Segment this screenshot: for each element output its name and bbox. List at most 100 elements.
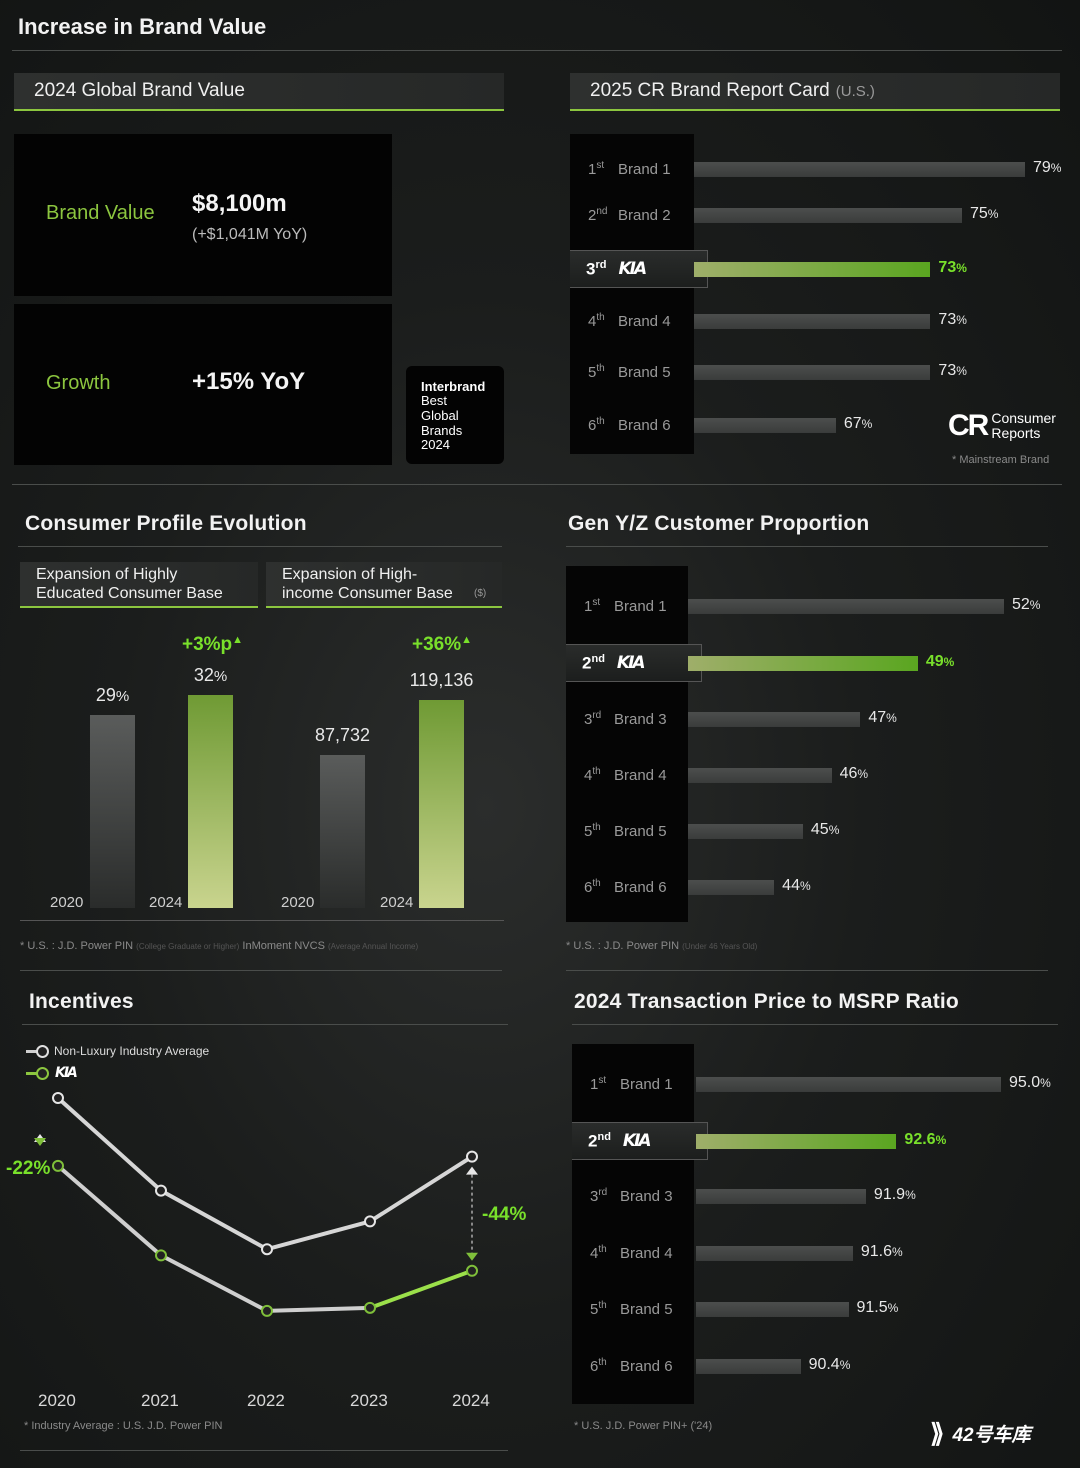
incentives-bottom-rule [20,1450,508,1451]
kia-rank-tab: 2nd KIA [566,644,702,682]
brand-name: Brand 2 [618,206,671,224]
bar-value-label: 91.6% [860,1243,903,1260]
brand-value-amount: $8,100m [192,190,287,217]
brand-row-label: 6th Brand 6 [590,1357,673,1375]
bar-value-label: 119,136 [409,670,474,690]
tab-label: 2025 CR Brand Report Card [590,80,830,101]
brand-value-label: Brand Value [46,202,155,224]
bar-value-label: 91.9% [873,1186,916,1203]
profile-footnote-a: * U.S. : J.D. Power PIN [20,940,134,952]
rank-label: 3rd [586,258,607,279]
change-label: +3%p▲ [182,634,244,655]
brand-bar [688,880,775,895]
industry-point [155,1184,167,1197]
transaction-footnote: * U.S. J.D. Power PIN+ ('24) [574,1420,713,1432]
tab-sublabel: (U.S.) [835,82,875,100]
bar-value-label: 29% [95,684,130,705]
kia-logo: KIA [618,259,647,279]
brand-name: Brand 5 [620,1300,673,1318]
kia-logo: KIA [622,1131,652,1151]
brand-row-label: 5th Brand 5 [590,1300,673,1318]
kia-point [155,1249,167,1262]
tab-unit: ($) [474,587,487,599]
x-axis-label: 2023 [350,1391,388,1410]
bar-value-label: 95.0% [1009,1074,1051,1091]
year-label: 2020 [50,894,84,911]
rank-label: 1st [584,597,601,615]
year-label: 2020 [281,894,315,911]
interbrand-line-3: Global [421,408,459,423]
industry-line-segment [266,1219,371,1252]
profile-footnote: * U.S. : J.D. Power PIN (College Graduat… [20,940,418,952]
bar-value-label: 91.5% [856,1299,899,1316]
legend-kia: KIA [26,1065,78,1081]
transaction-rank-column [572,1044,694,1404]
tab-label: Expansion of High-income Consumer Base [282,566,453,602]
brand-bar [696,1189,866,1204]
rank-label: 3rd [590,1187,608,1205]
brand-bar [696,1246,853,1261]
interbrand-line-4: Brands [421,423,463,438]
cr-rank-column [570,134,694,454]
rank-label: 4th [584,766,601,784]
tab-income: Expansion of High-income Consumer Base (… [266,562,502,608]
transaction-underline [572,1024,1058,1025]
brand-name: Brand 1 [618,160,671,178]
consumer-profile-underline [18,546,502,547]
rank-label: 1st [588,160,605,178]
bar-value-label: 32% [193,665,228,685]
brand-bar [696,1077,1001,1092]
watermark-text: 42号车库 [952,1425,1031,1446]
brand-bar [694,208,962,223]
brand-name: Brand 1 [620,1075,673,1093]
brand-value-change: (+$1,041M YoY) [192,226,308,243]
brand-row-label: 5th Brand 5 [584,822,667,840]
bar-value-label: 47% [868,709,897,726]
bar-value-label: 73% [938,259,967,276]
industry-line-segment [160,1188,268,1251]
brand-bar [688,712,861,727]
bar-value-label: 44% [782,877,811,894]
brand-row-label: 1st Brand 1 [590,1075,673,1093]
tab-educated: Expansion of Highly Educated Consumer Ba… [20,562,258,608]
brand-row-label: 4th Brand 4 [588,312,671,330]
rank-label: 2nd [588,1130,611,1151]
brand-row-label: 1st Brand 1 [588,160,671,178]
profile-footnote-a-note: (College Graduate or Higher) [136,942,240,951]
page-title: Increase in Brand Value [18,14,267,39]
header-divider [12,50,1062,51]
genyz-rank-column [566,566,688,922]
transaction-title: 2024 Transaction Price to MSRP Ratio [574,990,959,1013]
legend-industry-label: Non-Luxury Industry Average [54,1044,210,1058]
genyz-footnote: * U.S. : J.D. Power PIN (Under 46 Years … [566,940,757,952]
bar-value-label: 67% [843,415,873,432]
kia-point [52,1159,64,1172]
right-change-label: -44% [482,1204,526,1225]
brand-row-label: 2nd Brand 2 [588,206,671,224]
industry-line-segment [368,1154,474,1224]
up-arrow-icon: ▲ [461,634,473,646]
up-arrow-icon [466,1166,478,1175]
brand-row-label: 3rd Brand 3 [590,1187,673,1205]
rank-label: 2nd [582,652,605,673]
profile-footnote-b: InMoment NVCS [242,940,325,952]
kia-bar [696,1134,897,1149]
interbrand-badge: Interbrand Best Global Brands 2024 [406,366,504,464]
legend-industry-dot [36,1044,49,1058]
kia-logo: KIA [616,653,646,673]
brand-name: Brand 3 [620,1187,673,1205]
up-arrow-icon: ▲ [232,634,244,646]
legend-industry-marker [26,1049,38,1053]
industry-point [466,1150,478,1163]
x-axis-label: 2024 [452,1391,490,1410]
section-divider-3 [566,970,1048,971]
growth-card [14,304,392,465]
interbrand-line-2: Best [421,393,448,408]
genyz-underline [566,546,1048,547]
kia-line-segment [160,1253,268,1313]
brand-name: Brand 5 [614,822,667,840]
cr-logo-word-1: Consumer [991,410,1056,426]
kia-bar [694,262,931,277]
rank-label: 4th [588,312,605,330]
brand-name: Brand 1 [614,597,667,615]
